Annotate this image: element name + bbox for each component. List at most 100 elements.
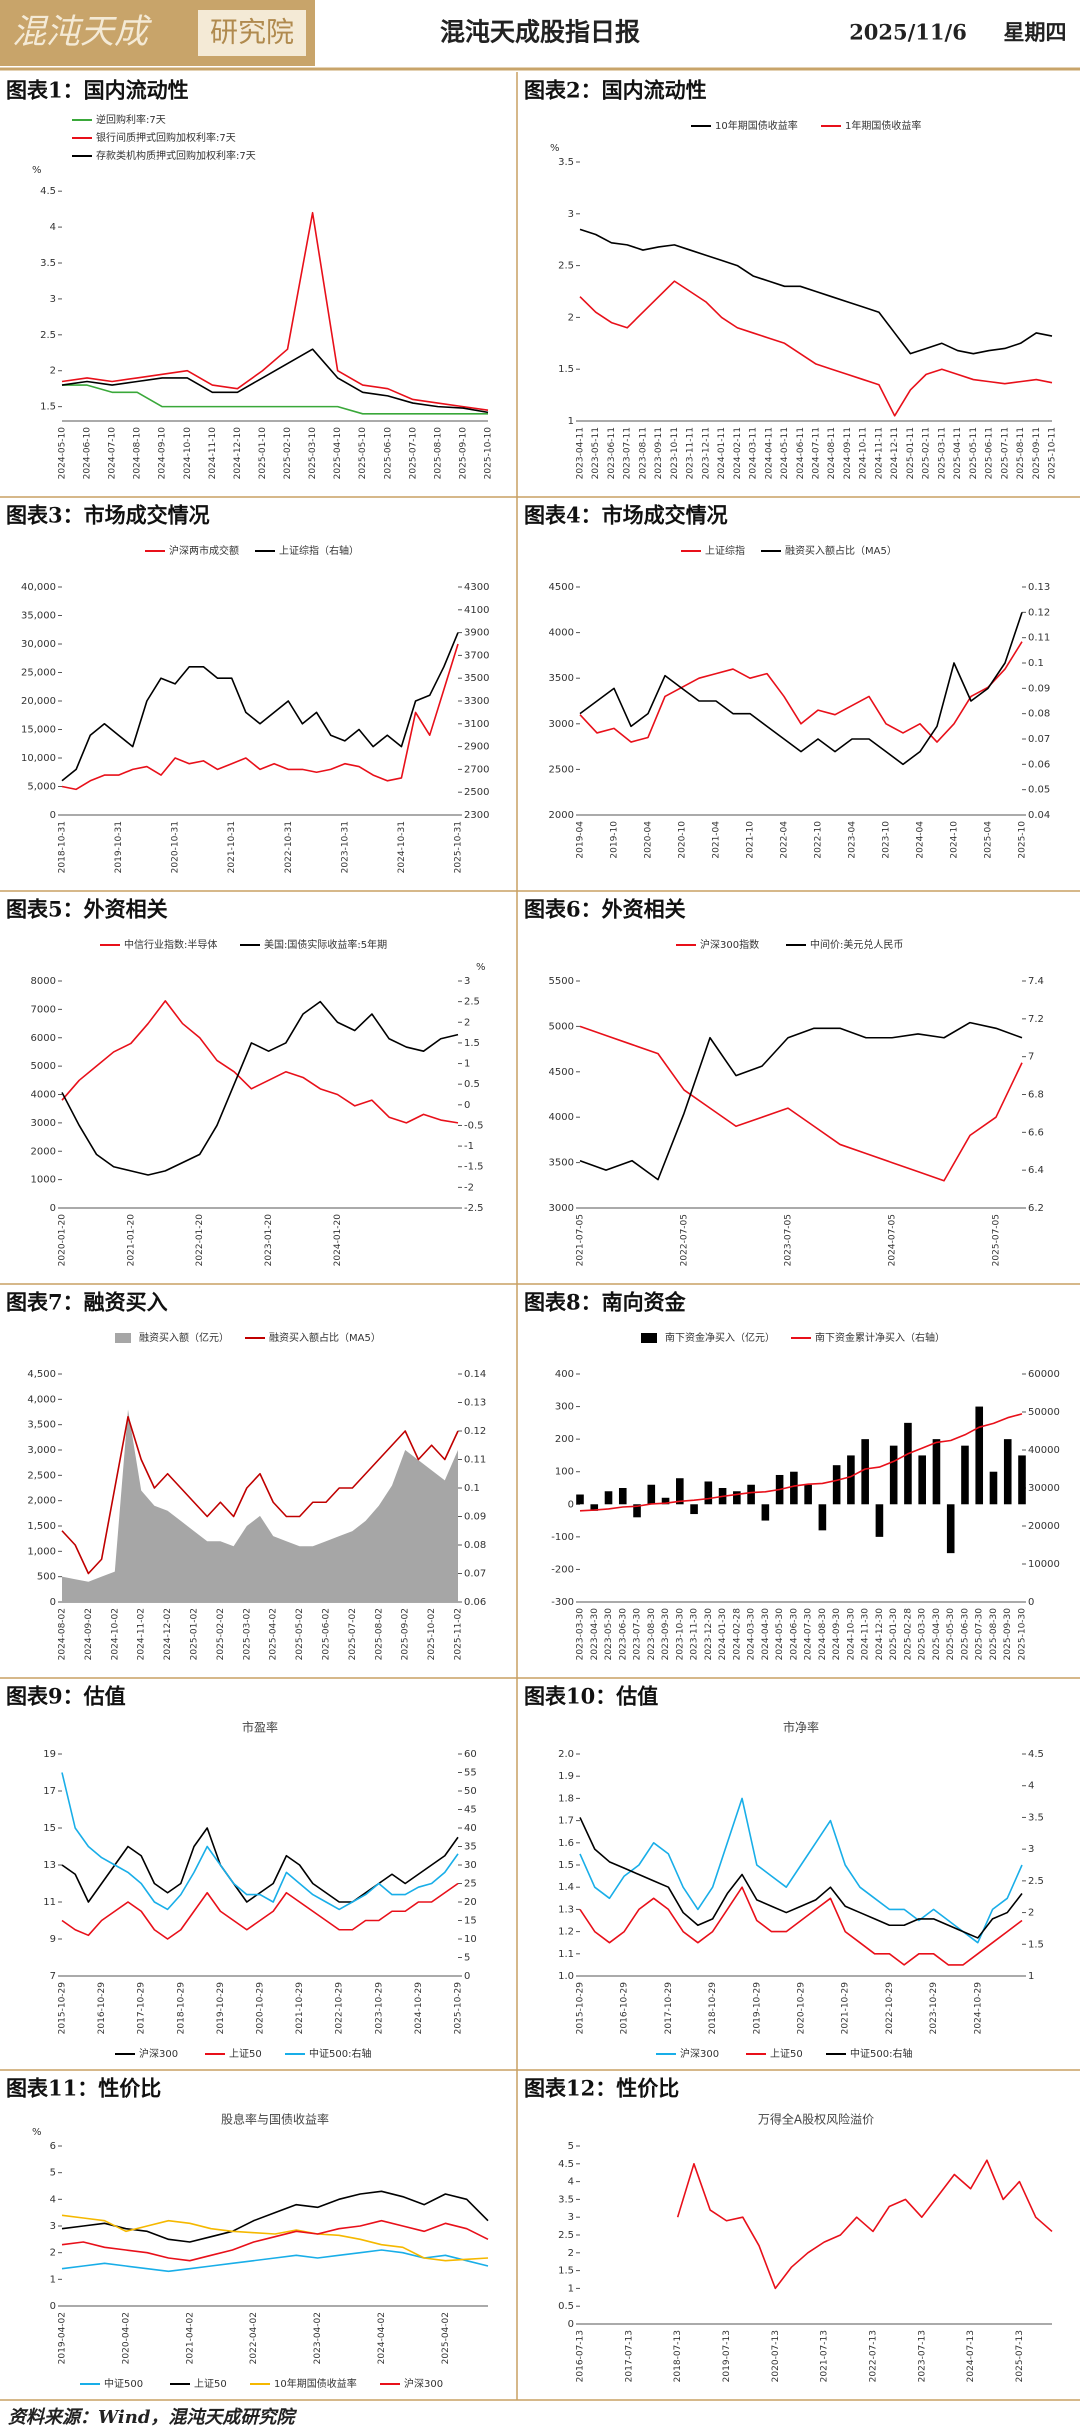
x-tick-label: 2025-07-10 bbox=[408, 427, 418, 480]
x-tick-label: 2018-10-29 bbox=[176, 1982, 186, 2035]
panel-title: 图表11：性价比 bbox=[6, 2076, 161, 2101]
x-tick-label: 2024-04-30 bbox=[761, 1608, 771, 1661]
y-tick-label: 7000 bbox=[31, 1004, 56, 1015]
y-tick-label: 1 bbox=[568, 2283, 574, 2294]
y2-tick-label: 50000 bbox=[1028, 1407, 1060, 1418]
line bbox=[61, 632, 459, 782]
y-tick-label: 1,000 bbox=[27, 1546, 56, 1557]
x-tick-label: 2023-05-11 bbox=[591, 427, 601, 479]
bar bbox=[618, 1488, 627, 1505]
y-tick-label: 1.7 bbox=[558, 1816, 574, 1827]
y2-tick-label: 0.13 bbox=[1028, 582, 1050, 593]
legend-label: 沪深300指数 bbox=[700, 938, 759, 951]
x-tick-label: 2025-10 bbox=[1018, 821, 1028, 859]
y2-tick-label: -2 bbox=[464, 1182, 474, 1193]
y2-tick-label: 6.8 bbox=[1028, 1090, 1044, 1101]
logo-institute: 研究院 bbox=[210, 16, 294, 49]
x-tick-label: 2025-03-02 bbox=[242, 1608, 252, 1660]
y2-tick-label: 0.09 bbox=[464, 1512, 486, 1523]
y-tick-label: 1.3 bbox=[558, 1904, 574, 1915]
y2-tick-label: 3 bbox=[464, 976, 470, 987]
x-tick-label: 2024-03-11 bbox=[749, 427, 759, 479]
y-tick-label: 1 bbox=[50, 2274, 56, 2285]
y2-tick-label: 60000 bbox=[1028, 1369, 1060, 1380]
y-tick-label: 100 bbox=[555, 1467, 574, 1478]
x-tick-label: 2025-01-10 bbox=[258, 427, 268, 480]
y2-tick-label: 6.2 bbox=[1028, 1203, 1044, 1214]
x-tick-label: 2025-07-30 bbox=[975, 1608, 985, 1661]
y2-tick-label: 60 bbox=[464, 1749, 477, 1760]
y2-tick-label: 2700 bbox=[464, 764, 489, 775]
x-tick-label: 2025-02-10 bbox=[283, 427, 293, 480]
y2-tick-label: 0.1 bbox=[1028, 658, 1044, 669]
y2-tick-label: 2 bbox=[1028, 1908, 1034, 1919]
y2-tick-label: 0.13 bbox=[464, 1398, 486, 1409]
line bbox=[579, 1025, 1023, 1182]
legend-label: 中证500:右轴 bbox=[309, 2047, 371, 2060]
bar bbox=[661, 1497, 670, 1505]
y-tick-label: 2.5 bbox=[40, 330, 56, 341]
panel-title: 图表6：外资相关 bbox=[524, 897, 686, 922]
x-tick-label: 2024-08-11 bbox=[827, 427, 837, 479]
chart-subtitle: 市盈率 bbox=[242, 1720, 278, 1735]
y-tick-label: 0.5 bbox=[558, 2301, 574, 2312]
y2-tick-label: 0.5 bbox=[464, 1079, 480, 1090]
x-tick-label: 2025-06-10 bbox=[383, 427, 393, 480]
x-tick-label: 2025-07-02 bbox=[348, 1608, 358, 1660]
y-tick-label: 15 bbox=[43, 1823, 56, 1834]
x-tick-label: 2020-01-20 bbox=[58, 1214, 68, 1267]
y2-tick-label: 25 bbox=[464, 1879, 477, 1890]
legend-label: 逆回购利率:7天 bbox=[96, 113, 166, 126]
x-tick-label: 2023-06-11 bbox=[607, 427, 617, 479]
x-tick-label: 2018-10-31 bbox=[58, 821, 68, 873]
y2-unit: % bbox=[476, 962, 486, 973]
report-date: 2025/11/6 bbox=[849, 20, 967, 45]
y2-tick-label: 1.5 bbox=[1028, 1939, 1044, 1950]
chart-subtitle: 万得全A股权风险溢价 bbox=[758, 2112, 874, 2127]
legend-label: 中证500:右轴 bbox=[850, 2047, 912, 2060]
y-tick-label: 3.5 bbox=[40, 258, 56, 269]
x-tick-label: 2021-10-29 bbox=[295, 1982, 305, 2035]
y-tick-label: 2.5 bbox=[558, 2230, 574, 2241]
legend-label: 沪深两市成交额 bbox=[169, 544, 239, 557]
x-tick-label: 2017-07-13 bbox=[624, 2330, 634, 2382]
line bbox=[579, 1797, 1023, 1944]
y2-tick-label: 0.07 bbox=[464, 1569, 486, 1580]
panel-title: 图表12：性价比 bbox=[524, 2076, 679, 2101]
y2-tick-label: 3300 bbox=[464, 696, 489, 707]
x-tick-label: 2015-10-29 bbox=[576, 1982, 586, 2035]
x-tick-label: 2019-07-13 bbox=[722, 2330, 732, 2382]
y-tick-label: 3.5 bbox=[558, 157, 574, 168]
x-tick-label: 2022-10 bbox=[814, 821, 824, 859]
chart-subtitle: 股息率与国债收益率 bbox=[221, 2112, 329, 2127]
source-note: 资料来源：Wind，混沌天成研究院 bbox=[8, 2407, 297, 2428]
y2-tick-label: 20 bbox=[464, 1897, 477, 1908]
y2-tick-label: 0.1 bbox=[464, 1483, 480, 1494]
y-tick-label: 4500 bbox=[549, 1067, 574, 1078]
x-tick-label: 2024-04-11 bbox=[764, 427, 774, 479]
x-tick-label: 2025-07-13 bbox=[1015, 2330, 1025, 2382]
y-tick-label: 3 bbox=[568, 2212, 574, 2223]
x-tick-label: 2023-10-29 bbox=[374, 1982, 384, 2035]
bar bbox=[804, 1484, 812, 1505]
y2-tick-label: 0.05 bbox=[1028, 785, 1050, 796]
x-tick-label: 2023-07-11 bbox=[623, 427, 633, 479]
x-tick-label: 2025-08-30 bbox=[989, 1608, 999, 1661]
x-tick-label: 2022-10-31 bbox=[284, 821, 294, 873]
y-tick-label: 0 bbox=[568, 1499, 574, 1510]
y2-tick-label: 1 bbox=[1028, 1971, 1034, 1982]
y-tick-label: 4500 bbox=[549, 582, 574, 593]
x-tick-label: 2024-07-10 bbox=[108, 427, 118, 480]
legend-label: 南下资金累计净买入（右轴） bbox=[815, 1331, 945, 1344]
x-tick-label: 2020-10-31 bbox=[171, 821, 181, 873]
y2-tick-label: -1 bbox=[464, 1141, 474, 1152]
x-tick-label: 2018-10-29 bbox=[708, 1982, 718, 2035]
y2-tick-label: 2300 bbox=[464, 810, 489, 821]
x-tick-label: 2021-10-29 bbox=[841, 1982, 851, 2035]
y-tick-label: 3,500 bbox=[27, 1420, 56, 1431]
panel-title: 图表5：外资相关 bbox=[6, 897, 168, 922]
y-tick-label: 0 bbox=[50, 1203, 56, 1214]
y-tick-label: 200 bbox=[555, 1434, 574, 1445]
x-tick-label: 2021-01-20 bbox=[126, 1214, 136, 1267]
bar bbox=[918, 1455, 926, 1505]
